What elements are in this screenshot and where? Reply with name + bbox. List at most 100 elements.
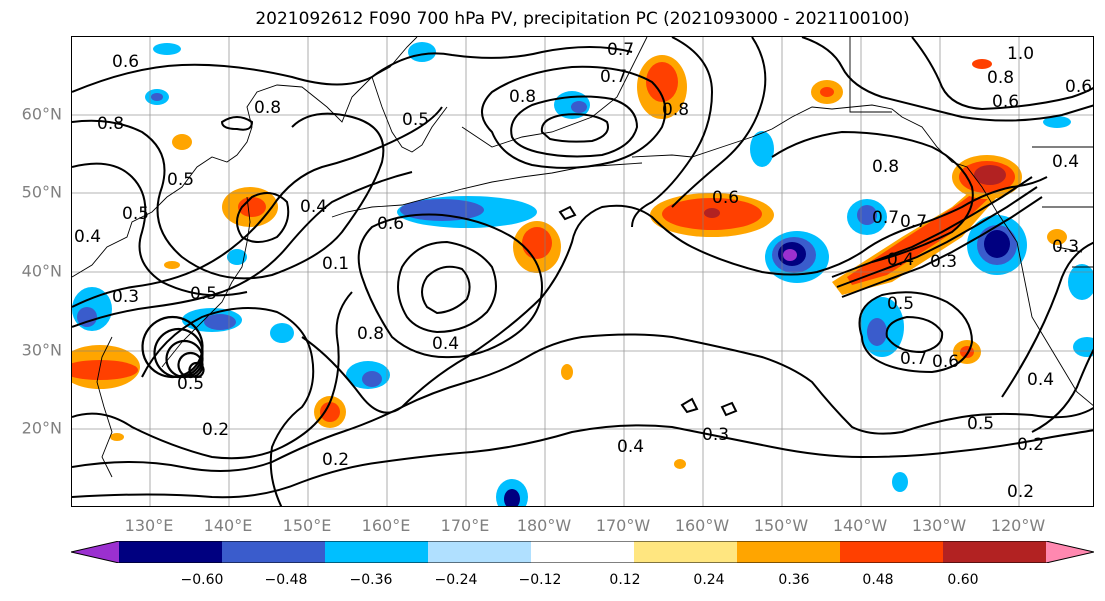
pv-contour (1001, 241, 1093, 398)
contour-label: 0.3 (1052, 237, 1079, 257)
precip-pos-blob (238, 197, 266, 217)
colorbar-bin (943, 541, 1047, 563)
pv-contour (72, 46, 633, 93)
pv-contour (801, 37, 1093, 122)
pv-contour (301, 176, 1048, 414)
korea-japan-coastline (96, 336, 113, 478)
precip-pos-blob (72, 360, 138, 380)
pv-contour (357, 213, 544, 359)
precip-neg-blob (750, 131, 774, 167)
contour-label: 0.5 (167, 170, 194, 190)
lon-label-150w: 150°W (753, 516, 809, 535)
lon-label-170w: 170°W (595, 516, 651, 535)
map-canvas: 0.6 0.8 0.5 0.4 0.5 0.3 0.5 0.8 0.4 0.5 … (72, 37, 1093, 506)
pv-contour (141, 307, 315, 506)
lon-label-140w: 140°W (832, 516, 888, 535)
precip-neg-blob (408, 42, 436, 62)
pv-contour (236, 192, 290, 243)
north-america-coastline (996, 211, 1093, 406)
coastlines (72, 37, 1093, 478)
pv-contour (836, 186, 1038, 288)
pv-contour (421, 265, 471, 315)
pv-contour (885, 315, 944, 354)
precip-neg-blob (857, 205, 877, 225)
precip-pos-blob (704, 208, 720, 218)
contour-labels: 0.6 0.8 0.5 0.4 0.5 0.3 0.5 0.8 0.4 0.5 … (74, 40, 1092, 502)
precip-neg-blob (892, 472, 908, 492)
pv-contour (188, 361, 205, 379)
pv-contour (1031, 348, 1093, 433)
colorbar-tick-label: −0.36 (349, 572, 393, 588)
contour-label: 0.2 (322, 450, 349, 470)
contour-label: 0.6 (1065, 77, 1092, 97)
contour-label: 0.8 (254, 98, 281, 118)
pv-contour (831, 176, 1033, 278)
contour-label: 0.8 (357, 324, 384, 344)
pv-contour (510, 95, 639, 158)
pv-contour (397, 240, 497, 334)
pv-contour (165, 339, 204, 379)
contour-label: 0.4 (1052, 152, 1079, 172)
lat-label-30n: 30°N (21, 340, 62, 360)
precip-pos-blob (820, 87, 834, 97)
precip-pos-blob (960, 346, 974, 358)
contour-label: 0.1 (322, 254, 349, 274)
pv-contour (911, 37, 1093, 111)
alaska-coastline (631, 104, 998, 213)
contour-label: 0.2 (1007, 482, 1034, 502)
lon-label-170e: 170°E (440, 516, 490, 535)
contour-label: 0.7 (900, 349, 927, 369)
colorbar-tick-label: −0.24 (434, 572, 478, 588)
precip-negative-shading (72, 42, 1093, 506)
colorbar-bin (737, 541, 841, 563)
colorbar-tick-label: 0.12 (609, 572, 641, 588)
pv-contour (72, 291, 353, 460)
lon-label-150e: 150°E (282, 516, 332, 535)
pv-contour (72, 162, 248, 297)
contour-label: 0.2 (1017, 435, 1044, 455)
contour-label: 0.4 (887, 250, 914, 270)
precip-pos-blob (110, 433, 124, 441)
colorbar-bin (531, 541, 635, 563)
pv-contour (771, 130, 974, 263)
colorbar-tick-label: 0.60 (947, 572, 979, 588)
pv-contour (72, 333, 1093, 472)
precip-neg-blob (1043, 116, 1071, 128)
kamchatka-coastline (371, 76, 448, 153)
contour-label: 0.7 (872, 208, 899, 228)
contour-label: 1.0 (1007, 44, 1034, 64)
precip-neg-blob (984, 230, 1010, 258)
contour-label: 0.8 (97, 114, 124, 134)
precip-neg-blob (77, 307, 97, 327)
contour-label: 0.7 (600, 67, 627, 87)
colorbar (71, 541, 1094, 563)
contour-label: 0.4 (74, 227, 101, 247)
colorbar-tick-label: −0.48 (264, 572, 308, 588)
precip-pos-blob (974, 165, 1006, 185)
pv-contour (141, 315, 204, 379)
map-title: 2021092612 F090 700 hPa PV, precipitatio… (255, 9, 910, 29)
pv-contour (540, 113, 609, 143)
precip-pos-blob (172, 134, 192, 150)
colorbar-bin (428, 541, 532, 563)
lat-label-20n: 20°N (21, 418, 62, 438)
colorbar-tick-label: 0.48 (862, 572, 894, 588)
colorbar-bin (1046, 541, 1094, 563)
contour-label: 0.8 (872, 157, 899, 177)
contour-label: 0.4 (300, 197, 327, 217)
pv-contour (631, 37, 714, 228)
canada-borders (849, 37, 1093, 268)
precip-pos-blob (972, 59, 992, 69)
pv-contour (72, 106, 443, 308)
precip-pos-blob (561, 364, 573, 380)
precip-neg-blob (153, 43, 181, 55)
lon-label-120w: 120°W (990, 516, 1046, 535)
precip-neg-blob (362, 371, 382, 387)
precip-neg-blob (1073, 337, 1093, 357)
precip-neg-blob (571, 101, 587, 113)
precip-pos-blob (320, 402, 340, 422)
lon-label-130w: 130°W (911, 516, 967, 535)
pv-contour (841, 196, 1043, 298)
colorbar-bin (840, 541, 944, 563)
pv-contour (72, 424, 1093, 499)
